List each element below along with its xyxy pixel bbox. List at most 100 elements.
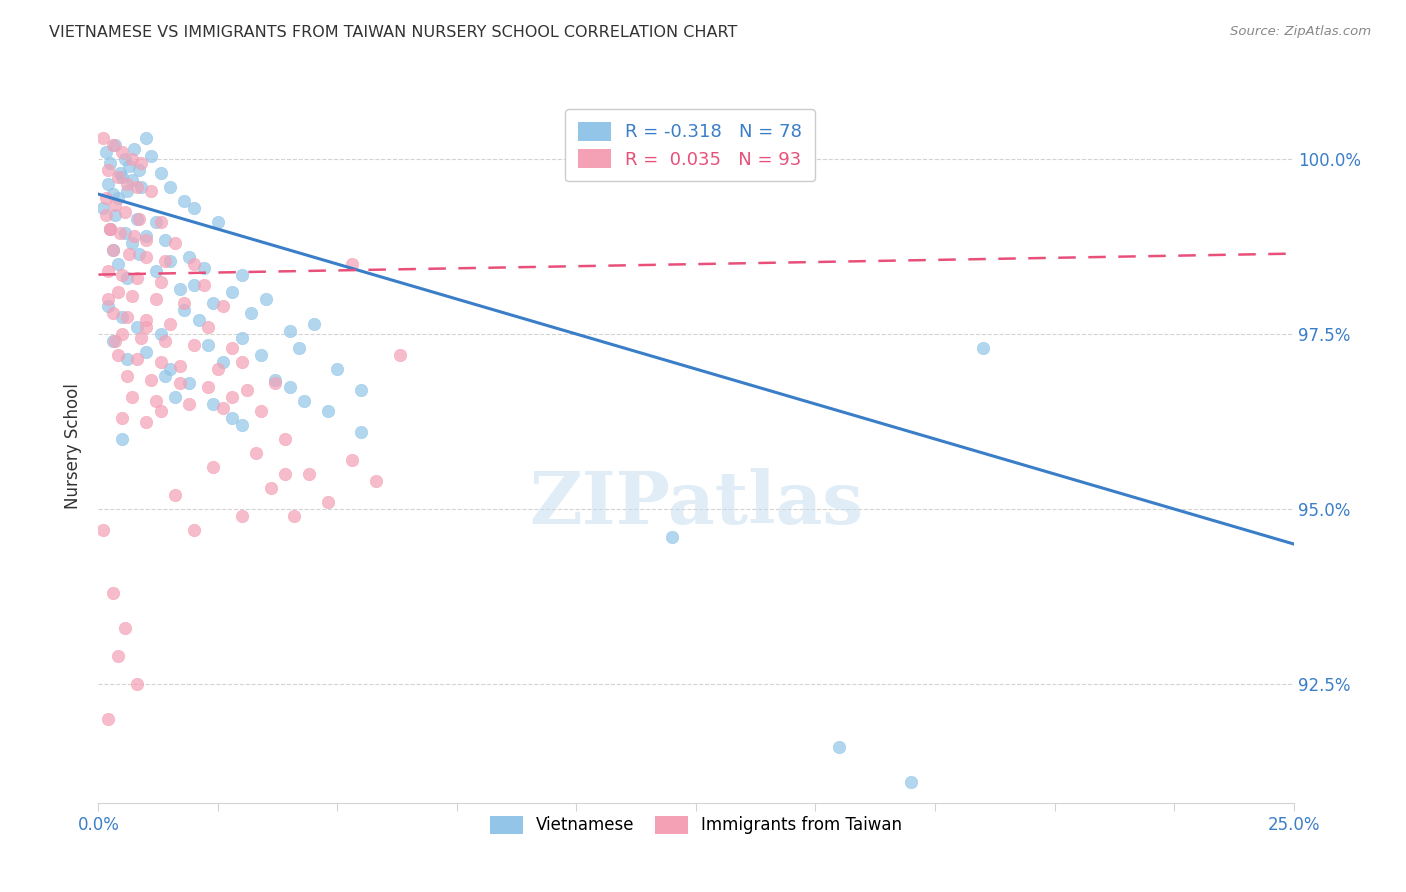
Point xyxy=(104,197,127,211)
Point xyxy=(326,362,349,376)
Point xyxy=(131,330,153,344)
Point xyxy=(128,211,150,226)
Point xyxy=(97,264,120,278)
Text: ZIPatlas: ZIPatlas xyxy=(529,467,863,539)
Point xyxy=(197,379,219,393)
Point xyxy=(118,246,141,260)
Point xyxy=(101,334,124,348)
Point xyxy=(221,285,243,299)
Point xyxy=(193,278,215,293)
Point xyxy=(231,268,253,282)
Point xyxy=(107,348,129,362)
Point xyxy=(183,523,205,537)
Point xyxy=(173,295,195,310)
Point xyxy=(183,257,205,271)
Point xyxy=(364,474,387,488)
Point xyxy=(316,404,339,418)
Point xyxy=(94,208,117,222)
Point xyxy=(91,523,114,537)
Text: Source: ZipAtlas.com: Source: ZipAtlas.com xyxy=(1230,25,1371,38)
Point xyxy=(661,530,683,544)
Point xyxy=(179,250,201,264)
Point xyxy=(202,460,225,475)
Point xyxy=(124,229,146,244)
Point xyxy=(125,677,148,691)
Point xyxy=(101,187,124,202)
Point xyxy=(149,327,172,342)
Point xyxy=(139,149,162,163)
Point xyxy=(298,467,321,481)
Point xyxy=(111,268,134,282)
Point xyxy=(98,155,122,169)
Point xyxy=(155,233,177,247)
Point xyxy=(107,648,129,663)
Point xyxy=(231,417,253,432)
Text: VIETNAMESE VS IMMIGRANTS FROM TAIWAN NURSERY SCHOOL CORRELATION CHART: VIETNAMESE VS IMMIGRANTS FROM TAIWAN NUR… xyxy=(49,25,738,40)
Point xyxy=(211,299,233,313)
Point xyxy=(274,467,297,481)
Point xyxy=(193,260,215,275)
Point xyxy=(145,264,167,278)
Point xyxy=(97,292,120,306)
Point xyxy=(121,288,143,302)
Point xyxy=(169,282,191,296)
Point xyxy=(94,191,117,205)
Point xyxy=(235,383,257,397)
Point xyxy=(179,376,201,390)
Point xyxy=(118,159,141,173)
Point xyxy=(135,313,157,327)
Point xyxy=(115,271,138,285)
Point xyxy=(202,397,225,411)
Point xyxy=(131,155,153,169)
Point xyxy=(240,306,263,320)
Point xyxy=(155,334,177,348)
Point xyxy=(111,327,134,342)
Point xyxy=(163,488,186,502)
Point xyxy=(111,411,134,425)
Point xyxy=(187,313,209,327)
Point xyxy=(131,180,153,194)
Point xyxy=(259,481,281,495)
Point xyxy=(97,299,120,313)
Point xyxy=(108,226,131,240)
Point xyxy=(124,142,146,156)
Point xyxy=(125,180,148,194)
Point xyxy=(107,257,129,271)
Point xyxy=(183,337,205,351)
Point xyxy=(169,376,191,390)
Point xyxy=(97,162,120,177)
Point xyxy=(302,317,325,331)
Point xyxy=(121,152,143,166)
Point xyxy=(114,621,136,635)
Point xyxy=(221,390,243,404)
Y-axis label: Nursery School: Nursery School xyxy=(65,383,83,509)
Point xyxy=(221,341,243,355)
Point xyxy=(125,271,148,285)
Point xyxy=(163,236,186,251)
Point xyxy=(97,177,120,191)
Point xyxy=(135,344,157,359)
Point xyxy=(145,292,167,306)
Point xyxy=(250,404,273,418)
Point xyxy=(114,204,136,219)
Point xyxy=(139,372,162,386)
Point xyxy=(91,131,114,145)
Point xyxy=(254,292,277,306)
Point xyxy=(104,138,127,153)
Point xyxy=(107,191,129,205)
Point xyxy=(111,310,134,324)
Point xyxy=(197,320,219,334)
Point xyxy=(245,446,267,460)
Point xyxy=(197,337,219,351)
Point xyxy=(125,320,148,334)
Point xyxy=(278,324,301,338)
Point xyxy=(264,376,287,390)
Point xyxy=(111,145,134,160)
Point xyxy=(108,166,131,180)
Point xyxy=(155,253,177,268)
Point xyxy=(114,226,136,240)
Point xyxy=(340,257,363,271)
Point xyxy=(128,162,150,177)
Point xyxy=(125,351,148,366)
Point xyxy=(107,169,129,184)
